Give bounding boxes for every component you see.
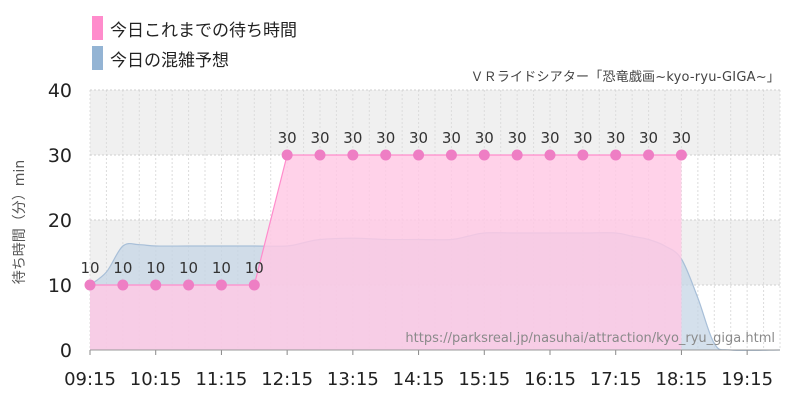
- x-tick-label: 15:15: [458, 369, 510, 390]
- y-tick-label: 10: [48, 275, 72, 297]
- y-axis-ticks: 0 10 20 30 40: [48, 80, 72, 362]
- actual-data-label: 30: [376, 129, 395, 147]
- y-tick-label: 40: [48, 80, 72, 102]
- actual-point: [150, 279, 162, 291]
- actual-point: [215, 279, 227, 291]
- actual-point: [610, 149, 622, 161]
- actual-data-label: 30: [475, 129, 494, 147]
- actual-data-label: 30: [540, 129, 559, 147]
- x-tick-label: 16:15: [524, 369, 576, 390]
- actual-data-label: 30: [573, 129, 592, 147]
- legend-item-forecast[interactable]: 今日の混雑予想: [92, 44, 297, 72]
- x-tick-label: 19:15: [721, 369, 773, 390]
- legend-label-forecast: 今日の混雑予想: [110, 50, 229, 71]
- actual-data-label: 30: [639, 129, 658, 147]
- actual-area: [90, 155, 682, 350]
- actual-data-label: 10: [179, 259, 198, 277]
- actual-data-label: 10: [146, 259, 165, 277]
- x-tick-label: 12:15: [261, 369, 313, 390]
- x-tick-label: 11:15: [195, 369, 247, 390]
- actual-point: [445, 149, 457, 161]
- actual-data-label: 30: [409, 129, 428, 147]
- actual-data-label: 30: [606, 129, 625, 147]
- actual-point: [413, 149, 425, 161]
- legend-label-actual: 今日これまでの待ち時間: [110, 20, 297, 41]
- legend-swatch-forecast: [92, 46, 103, 70]
- chart-subtitle: ＶＲライドシアター「恐竜戯画~kyo-ryu-GIGA~」: [470, 70, 780, 85]
- actual-data-label: 30: [442, 129, 461, 147]
- actual-data-label: 30: [508, 129, 527, 147]
- actual-point: [577, 149, 589, 161]
- actual-point: [347, 149, 359, 161]
- actual-data-label: 10: [245, 259, 264, 277]
- actual-data-label: 30: [343, 129, 362, 147]
- y-tick-label: 20: [48, 210, 72, 232]
- actual-point: [183, 279, 195, 291]
- actual-point: [511, 149, 523, 161]
- actual-series: 10 10 10 10 10 10 30 30 30 30 30 30 30 30 30 30 30 30 30: [80, 129, 691, 350]
- actual-point: [84, 279, 96, 291]
- actual-point: [380, 149, 392, 161]
- x-tick-label: 13:15: [327, 369, 379, 390]
- actual-data-label: 10: [212, 259, 231, 277]
- actual-data-label: 10: [113, 259, 132, 277]
- y-tick-label: 30: [48, 145, 72, 167]
- actual-point: [281, 149, 293, 161]
- y-axis-label: 待ち時間（分）min: [12, 160, 28, 284]
- actual-point: [117, 279, 129, 291]
- actual-data-label: 30: [310, 129, 329, 147]
- actual-point: [248, 279, 260, 291]
- actual-point: [675, 149, 687, 161]
- actual-point: [314, 149, 326, 161]
- actual-data-label: 10: [80, 259, 99, 277]
- actual-data-label: 30: [672, 129, 691, 147]
- x-tick-label: 14:15: [393, 369, 445, 390]
- x-tick-label: 10:15: [130, 369, 182, 390]
- legend: 今日これまでの待ち時間 今日の混雑予想: [92, 14, 297, 74]
- legend-swatch-actual: [92, 16, 103, 40]
- x-tick-label: 09:15: [64, 369, 116, 390]
- source-url-watermark: https://parksreal.jp/nasuhai/attraction/…: [405, 331, 775, 346]
- actual-point: [544, 149, 556, 161]
- y-tick-label: 0: [60, 340, 72, 362]
- x-tick-label: 17:15: [590, 369, 642, 390]
- x-axis-ticks: 09:15 10:15 11:15 12:15 13:15 14:15 15:15 16:15…: [64, 349, 780, 390]
- x-tick-label: 18:15: [655, 369, 707, 390]
- legend-item-actual[interactable]: 今日これまでの待ち時間: [92, 14, 297, 42]
- actual-data-label: 30: [278, 129, 297, 147]
- actual-point: [643, 149, 655, 161]
- actual-point: [478, 149, 490, 161]
